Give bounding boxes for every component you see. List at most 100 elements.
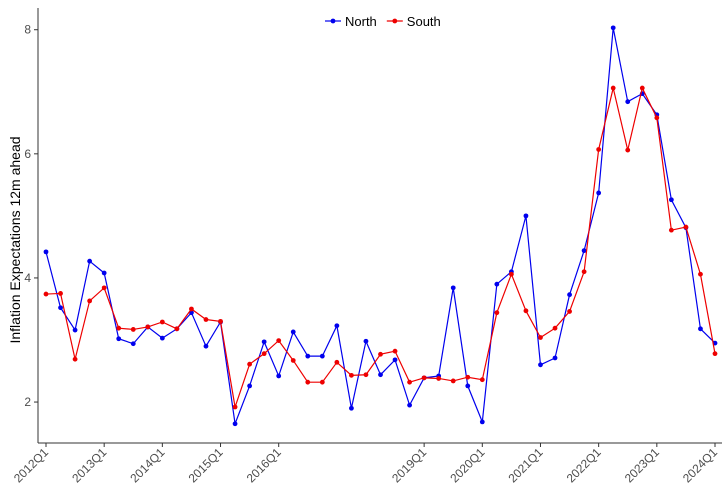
- data-point: [538, 335, 543, 340]
- data-point: [349, 372, 354, 378]
- data-point: [494, 310, 500, 316]
- x-tick-label: 2016Q1: [244, 445, 284, 485]
- data-point: [465, 383, 471, 389]
- data-point: [261, 351, 267, 357]
- data-point: [567, 292, 572, 298]
- data-point: [101, 285, 107, 291]
- data-point: [72, 327, 78, 333]
- data-point: [363, 372, 369, 378]
- data-point: [698, 271, 703, 277]
- data-point: [567, 309, 572, 314]
- data-point: [668, 197, 674, 203]
- data-point: [625, 99, 631, 105]
- x-tick-label: 2023Q1: [622, 445, 662, 485]
- x-tick-label: 2012Q1: [11, 445, 51, 485]
- legend-label: North: [345, 14, 377, 29]
- data-point: [581, 248, 587, 254]
- x-tick-label: 2015Q1: [186, 445, 226, 485]
- x-tick-label: 2021Q1: [506, 445, 546, 485]
- data-point: [668, 227, 674, 233]
- data-point: [596, 190, 602, 196]
- data-point: [218, 318, 223, 324]
- data-point: [87, 298, 93, 304]
- data-point: [421, 375, 427, 381]
- data-point: [625, 147, 631, 153]
- y-axis-label: Inflation Expectations 12m ahead: [7, 136, 23, 343]
- data-point: [392, 348, 398, 354]
- data-point: [552, 325, 558, 331]
- data-point: [479, 377, 485, 383]
- data-point: [610, 25, 616, 31]
- data-point: [523, 213, 529, 219]
- data-point: [159, 335, 165, 341]
- data-point: [436, 376, 442, 381]
- x-tick-label: 2013Q1: [69, 445, 109, 485]
- data-point: [654, 115, 660, 121]
- data-point: [305, 379, 311, 385]
- data-point: [276, 338, 282, 344]
- legend-marker: [330, 18, 336, 24]
- data-point: [247, 383, 253, 389]
- x-tick-label: 2020Q1: [447, 445, 487, 485]
- data-point: [407, 379, 412, 385]
- data-point: [305, 353, 311, 359]
- data-point: [247, 361, 253, 367]
- x-tick-label: 2022Q1: [564, 445, 604, 485]
- data-point: [203, 343, 209, 349]
- data-point: [683, 224, 689, 230]
- data-point: [130, 327, 136, 332]
- data-point: [58, 291, 63, 296]
- data-point: [130, 341, 136, 347]
- data-point: [392, 357, 398, 363]
- data-point: [465, 374, 471, 380]
- series-line: [45, 86, 716, 408]
- data-point: [290, 329, 296, 335]
- data-point: [116, 325, 122, 331]
- data-point: [87, 258, 93, 264]
- data-point: [639, 85, 645, 91]
- data-point: [232, 404, 238, 410]
- data-point: [116, 336, 122, 342]
- data-point: [479, 419, 485, 425]
- data-point: [334, 323, 340, 329]
- data-point: [363, 338, 369, 344]
- data-point: [334, 359, 340, 365]
- data-point: [101, 270, 107, 276]
- data-point: [450, 285, 456, 291]
- data-point: [58, 305, 63, 311]
- legend-label: South: [407, 14, 441, 29]
- data-point: [596, 147, 602, 152]
- data-point: [189, 306, 194, 312]
- data-point: [538, 362, 543, 368]
- data-point: [319, 353, 325, 359]
- data-point: [290, 358, 296, 363]
- data-point: [174, 326, 180, 332]
- x-tick-label: 2014Q1: [127, 445, 167, 485]
- data-point: [378, 372, 383, 378]
- data-point: [508, 271, 514, 277]
- data-point: [145, 324, 151, 330]
- data-point: [159, 319, 165, 325]
- data-point: [232, 421, 238, 427]
- x-tick-label: 2019Q1: [389, 445, 429, 485]
- data-point: [378, 351, 383, 357]
- data-point: [43, 291, 49, 297]
- data-point: [319, 379, 325, 385]
- data-point: [203, 317, 209, 322]
- data-point: [72, 356, 78, 362]
- data-point: [407, 402, 412, 408]
- data-point: [494, 281, 500, 287]
- x-tick-label: 2024Q1: [680, 445, 720, 485]
- data-point: [276, 373, 282, 379]
- data-point: [43, 249, 49, 255]
- data-point: [698, 326, 703, 332]
- data-point: [581, 269, 587, 275]
- y-tick-label: 2: [24, 395, 31, 409]
- data-point: [552, 355, 558, 361]
- data-point: [261, 339, 267, 345]
- data-point: [610, 85, 616, 91]
- y-tick-label: 4: [24, 271, 31, 285]
- legend-marker: [392, 18, 398, 24]
- data-point: [523, 308, 529, 314]
